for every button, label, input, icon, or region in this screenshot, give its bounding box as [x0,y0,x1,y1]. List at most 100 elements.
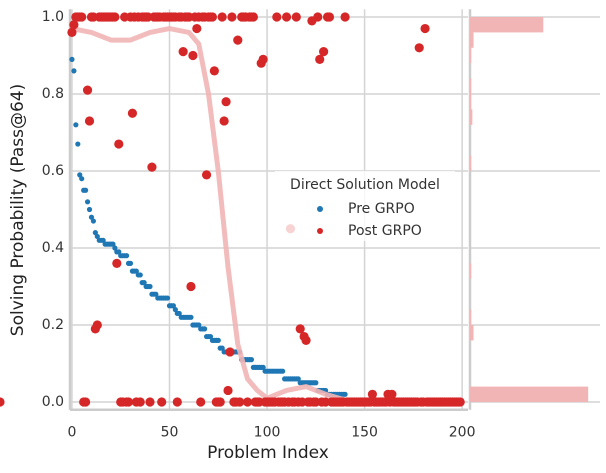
data-point [324,12,335,22]
y-tick-label: 0.2 [42,317,64,333]
histogram-bar [470,263,472,279]
data-point [188,50,198,61]
histogram-bar [470,17,544,33]
data-point [147,283,153,290]
data-point [186,281,196,292]
data-point [192,23,202,34]
data-point [83,187,89,193]
data-point [178,47,188,57]
data-point [153,291,159,297]
data-point [291,12,301,22]
data-point [172,307,178,313]
data-point [112,245,118,251]
data-point [201,170,212,180]
data-point [315,54,325,64]
data-point [88,214,95,220]
legend-title: Direct Solution Model [290,177,440,193]
data-point [342,391,348,397]
x-tick-label: 0 [67,425,76,441]
data-point [340,12,350,22]
data-point [281,12,292,22]
x-axis-title: Problem Index [207,443,329,463]
data-point [280,368,286,374]
data-point [137,272,143,278]
y-tick-label: 1.0 [42,9,64,25]
trend-line [69,26,465,405]
x-tick-label: 100 [254,425,281,441]
data-point [141,280,147,286]
histogram-bar [470,32,474,48]
data-point [295,376,301,382]
data-point [110,12,120,22]
data-point [387,389,397,399]
data-point [248,12,258,22]
histogram-bar [470,78,472,94]
data-point [235,397,245,407]
y-tick-label: 0.4 [42,240,64,256]
data-point [71,68,77,74]
data-point [0,397,5,407]
legend-marker [317,228,323,234]
data-point [221,97,231,107]
data-point [75,141,81,147]
data-point [69,56,75,62]
histogram-bar [470,325,474,341]
data-point [77,172,83,178]
data-point [209,66,219,76]
data-point [313,12,323,22]
y-axis-title: Solving Probability (Pass@64) [8,84,28,336]
data-point [295,324,305,334]
data-point [100,237,106,243]
data-point [258,54,268,64]
data-point [455,397,465,407]
data-point [110,241,116,247]
data-point [135,397,145,407]
data-point [202,326,208,332]
data-point [172,397,182,407]
data-point [188,314,194,320]
data-point [112,258,122,268]
data-point [86,206,93,213]
data-point [170,303,177,309]
histogram-bar [470,94,472,110]
data-point [81,397,91,407]
data-point [215,397,225,407]
data-point [79,176,85,182]
data-point [92,320,102,330]
legend-marker [317,206,323,212]
data-point [73,122,79,128]
data-point [127,260,134,266]
histogram-bar [470,109,473,125]
data-point [207,333,214,340]
y-tick-label: 0.8 [42,86,64,102]
data-point [414,43,424,53]
data-point [77,12,87,22]
data-point [84,116,95,126]
data-point [82,85,93,95]
data-point [219,116,229,126]
data-point [215,337,221,343]
data-point [219,345,225,351]
data-point [69,20,79,30]
data-point [225,347,235,357]
data-point [260,364,266,370]
data-point [272,12,282,22]
data-point [94,233,100,240]
data-point [123,253,130,259]
data-point [116,249,122,255]
data-point [233,35,243,45]
data-point [127,108,138,118]
data-point [145,397,155,407]
data-point [114,139,124,149]
data-point [319,47,329,57]
x-tick-label: 50 [161,425,179,441]
data-point [301,335,311,345]
data-point [90,218,97,224]
data-point [157,397,167,407]
data-point [67,27,77,37]
histogram-bar [470,309,472,325]
y-tick-label: 0.0 [42,394,64,410]
data-point [92,230,98,236]
data-point [242,397,253,407]
